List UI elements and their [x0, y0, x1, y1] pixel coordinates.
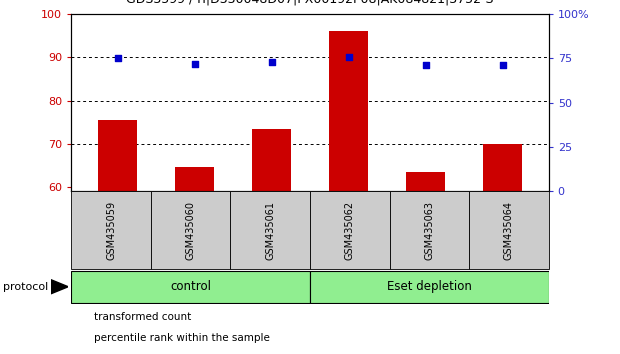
Point — [267, 59, 277, 65]
Bar — [71, 271, 310, 303]
Point — [497, 63, 507, 68]
Bar — [98, 120, 137, 354]
Text: percentile rank within the sample: percentile rank within the sample — [94, 332, 270, 343]
Bar — [483, 144, 522, 354]
Text: GSM435061: GSM435061 — [265, 201, 275, 259]
Bar — [252, 129, 291, 354]
Text: GSM435063: GSM435063 — [424, 201, 435, 259]
Text: GSM435062: GSM435062 — [345, 200, 355, 260]
Bar — [310, 191, 389, 269]
Point — [420, 63, 430, 68]
Bar — [231, 191, 310, 269]
Point — [113, 56, 123, 61]
Text: control: control — [170, 280, 211, 292]
Text: GDS3599 / ri|D330048D07|PX00192P08|AK084821|3752-S: GDS3599 / ri|D330048D07|PX00192P08|AK084… — [126, 0, 494, 5]
Bar — [151, 191, 231, 269]
Bar — [406, 172, 445, 354]
Bar — [329, 32, 368, 354]
Bar — [175, 167, 214, 354]
Bar — [71, 191, 151, 269]
Bar — [469, 191, 549, 269]
Point — [343, 54, 353, 59]
Bar — [310, 271, 549, 303]
Text: protocol: protocol — [3, 282, 48, 292]
Text: transformed count: transformed count — [94, 312, 191, 322]
Text: GSM435059: GSM435059 — [106, 200, 116, 260]
Polygon shape — [51, 280, 68, 294]
Point — [190, 61, 200, 67]
Text: GSM435060: GSM435060 — [185, 201, 196, 259]
Bar — [389, 191, 469, 269]
Text: GSM435064: GSM435064 — [504, 201, 514, 259]
Text: Eset depletion: Eset depletion — [387, 280, 472, 292]
